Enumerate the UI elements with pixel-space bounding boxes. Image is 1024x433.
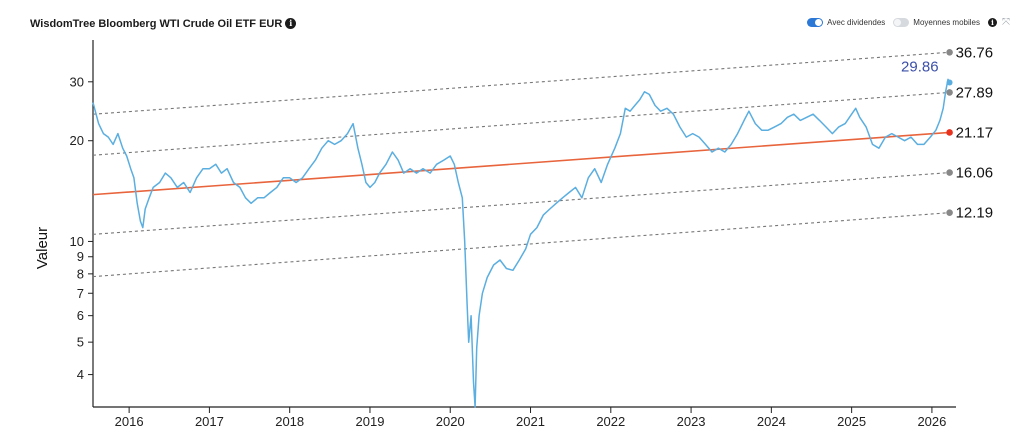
price-series: 29.86 [92, 58, 953, 408]
channel-end-marker [946, 89, 953, 96]
y-axis-label: Valeur [34, 227, 51, 269]
channel-band-line [92, 51, 950, 115]
chart-header: WisdomTree Bloomberg WTI Crude Oil ETF E… [30, 16, 1010, 36]
trend-line [92, 131, 950, 196]
toggle-knob [894, 19, 902, 26]
x-tick-label: 2025 [837, 414, 866, 429]
channel-band-line [92, 212, 950, 278]
channel-end-marker [946, 169, 953, 176]
channel-value-label: 27.89 [956, 84, 994, 101]
moving-average-toggle[interactable] [893, 18, 910, 27]
moving-average-label: Moyennes mobiles [913, 18, 980, 27]
dividends-label: Avec dividendes [827, 18, 886, 27]
chart-title-text: WisdomTree Bloomberg WTI Crude Oil ETF E… [30, 18, 283, 30]
last-value-marker [946, 79, 953, 86]
channel-value-label: 36.76 [956, 44, 994, 61]
dividends-toggle[interactable] [807, 18, 824, 27]
chart-title: WisdomTree Bloomberg WTI Crude Oil ETF E… [30, 18, 297, 30]
x-tick-label: 2020 [436, 414, 465, 429]
moving-average-info-icon[interactable]: i [988, 18, 997, 27]
x-tick-label: 2024 [757, 414, 786, 429]
x-tick-label: 2019 [356, 414, 385, 429]
channel-value-label: 21.17 [956, 124, 994, 141]
chart-controls: Avec dividendes Moyennes mobiles i ⤧ [807, 17, 1010, 28]
x-tick-label: 2022 [596, 414, 625, 429]
y-tick-label: 30 [70, 74, 84, 89]
y-tick-label: 10 [70, 234, 84, 249]
x-tick-label: 2018 [275, 414, 304, 429]
info-icon[interactable]: i [285, 18, 297, 29]
channel-lines [92, 51, 950, 278]
x-tick-label: 2026 [917, 414, 946, 429]
channel-band-line [92, 172, 950, 235]
expand-icon[interactable]: ⤧ [1002, 17, 1010, 28]
channel-end-marker [946, 209, 953, 216]
price-line [92, 78, 951, 408]
y-axis: 4 5 6 7 8 910 20 30 [70, 40, 94, 407]
y-tick-label: 4 [77, 367, 84, 382]
channel-end-marker [946, 48, 953, 56]
x-tick-label: 2016 [115, 414, 144, 429]
x-tick-label: 2023 [677, 414, 706, 429]
channel-end-marker [946, 129, 953, 136]
last-value-label: 29.86 [901, 58, 939, 75]
channel-band-line [92, 91, 950, 156]
channel-value-label: 16.06 [956, 165, 994, 182]
x-tick-label: 2021 [516, 414, 545, 429]
channel-value-label: 12.19 [956, 205, 994, 222]
channel-labels: 36.76 27.89 21.17 16.06 12.19 [946, 44, 994, 222]
y-tick-label: 6 [77, 308, 84, 323]
y-tick-label: 8 [77, 266, 84, 281]
y-tick-label: 9 [77, 249, 84, 264]
x-tick-label: 2017 [195, 414, 224, 429]
y-tick-label: 20 [70, 133, 84, 148]
y-tick-label: 7 [77, 286, 84, 301]
toggle-knob [815, 19, 823, 26]
y-tick-label: 5 [77, 335, 84, 350]
x-axis: 2016 2017 2018 2019 2020 2021 2022 2023 2024 2025… [93, 406, 956, 429]
